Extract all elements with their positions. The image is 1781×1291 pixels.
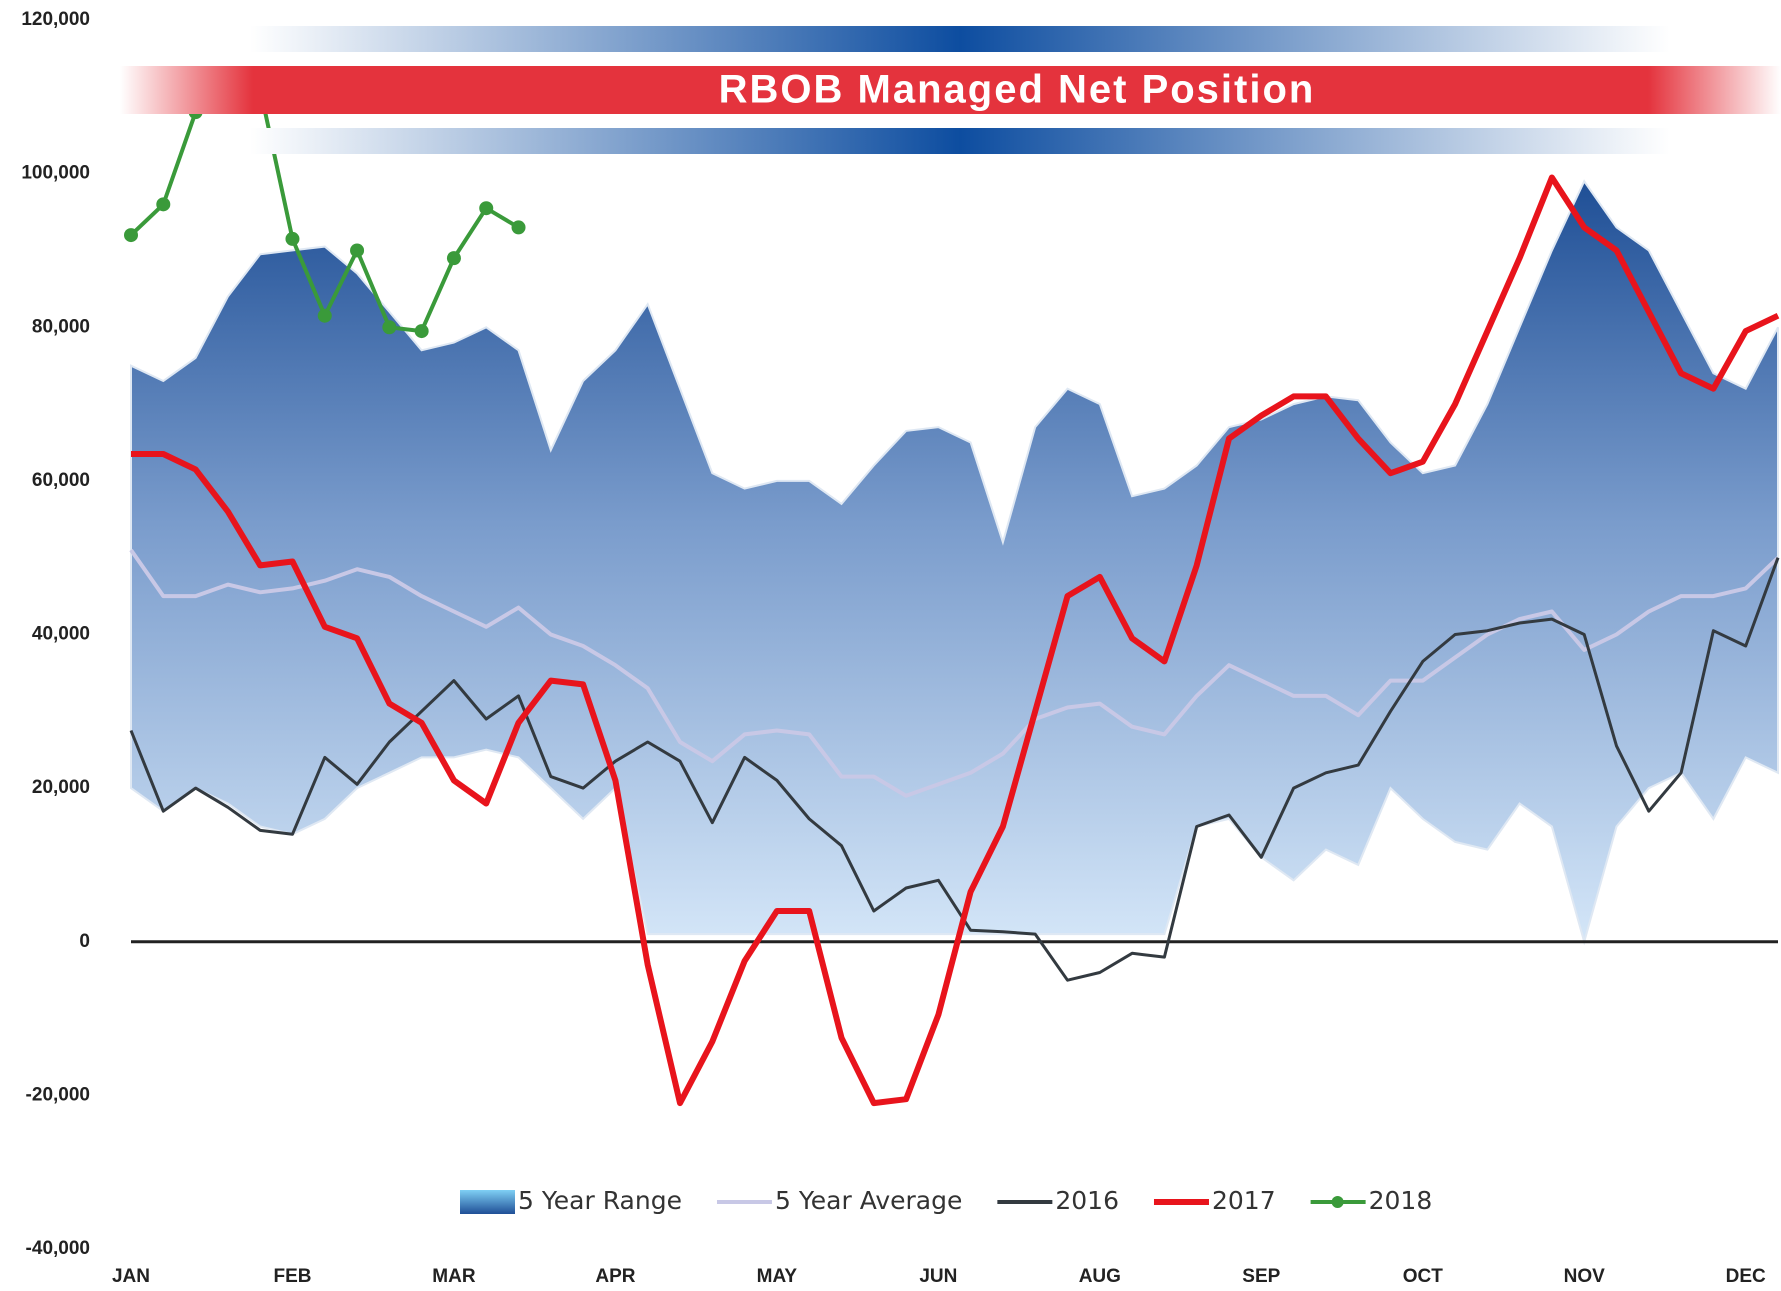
- legend-marker: [1331, 1196, 1344, 1208]
- x-tick-label: MAY: [757, 1266, 798, 1287]
- y-tick-label: 120,000: [21, 9, 90, 30]
- y-tick-label: -40,000: [26, 1238, 90, 1259]
- x-tick-label: NOV: [1564, 1266, 1606, 1287]
- banner-stripe: [250, 26, 1670, 52]
- x-tick-label: OCT: [1403, 1266, 1444, 1287]
- point: [382, 320, 397, 335]
- point: [285, 231, 300, 246]
- point: [317, 308, 332, 323]
- legend-label: 5 Year Average: [775, 1186, 962, 1215]
- plot-area: -40,000 -20,000 0 20,000 40,000 60,000 80,000 1…: [21, 9, 1780, 1287]
- x-tick-label: SEP: [1242, 1266, 1280, 1287]
- banner-band: [120, 66, 1781, 114]
- chart-title: RBOB Managed Net Position: [719, 68, 1316, 112]
- x-tick-label: FEB: [273, 1266, 311, 1287]
- legend-label: 2018: [1369, 1186, 1433, 1215]
- point: [124, 228, 138, 243]
- point: [414, 324, 429, 339]
- point: [511, 220, 526, 235]
- point: [350, 243, 365, 258]
- x-tick-label: APR: [595, 1266, 635, 1287]
- x-tick-label: DEC: [1726, 1266, 1766, 1287]
- series-line: [129, 557, 1780, 982]
- x-tick-label: JAN: [112, 1266, 150, 1287]
- legend-swatch: [460, 1190, 515, 1214]
- point: [479, 201, 494, 216]
- legend-label: 2017: [1212, 1186, 1276, 1215]
- y-tick-label: 20,000: [32, 777, 90, 798]
- y-tick-label: -20,000: [26, 1084, 90, 1105]
- legend-label: 5 Year Range: [518, 1186, 682, 1215]
- y-tick-label: 60,000: [32, 470, 90, 491]
- legend: 5 Year Range 5 Year Average 2016 2017 2018: [460, 1186, 1432, 1215]
- y-tick-label: 40,000: [32, 624, 90, 645]
- point: [446, 251, 461, 266]
- title-banner: RBOB Managed Net Position: [120, 26, 1781, 154]
- legend-label: 2016: [1055, 1186, 1119, 1215]
- y-tick-label: 100,000: [21, 163, 90, 184]
- banner-stripe: [250, 128, 1670, 154]
- x-tick-label: JUN: [919, 1266, 957, 1287]
- point: [156, 197, 171, 212]
- y-tick-label: 80,000: [32, 316, 90, 337]
- x-tick-label: AUG: [1079, 1266, 1121, 1287]
- series-line: [131, 174, 1780, 1107]
- y-tick-label: 0: [79, 931, 90, 952]
- x-tick-label: MAR: [432, 1266, 476, 1287]
